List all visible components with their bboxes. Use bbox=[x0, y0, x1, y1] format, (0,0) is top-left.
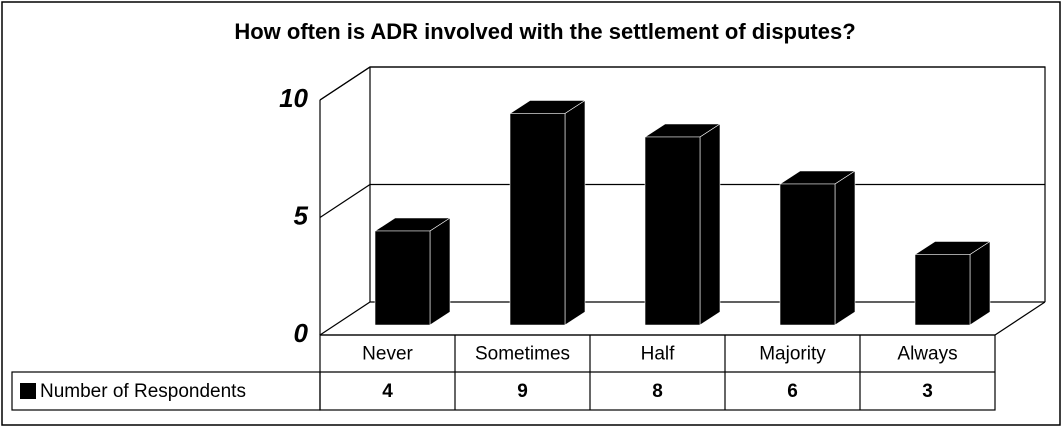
bar-side bbox=[834, 170, 856, 326]
bar-front bbox=[644, 136, 701, 326]
legend-swatch bbox=[20, 383, 36, 399]
table-value: 3 bbox=[922, 381, 933, 402]
table-value: 9 bbox=[517, 381, 528, 402]
bar-side bbox=[429, 217, 451, 326]
bar bbox=[643, 123, 722, 326]
bar-front bbox=[374, 230, 431, 326]
x-tick-label: Always bbox=[897, 344, 957, 365]
y-tick-label: 0 bbox=[294, 318, 309, 348]
bar bbox=[913, 240, 992, 326]
chart-title: How often is ADR involved with the settl… bbox=[234, 19, 855, 44]
table-legend-cell bbox=[11, 371, 321, 411]
x-tick-label: Half bbox=[641, 344, 676, 365]
bar-side bbox=[564, 99, 586, 326]
legend-label: Number of Respondents bbox=[40, 381, 246, 402]
bar bbox=[373, 217, 452, 326]
y-tick-label: 10 bbox=[279, 83, 308, 113]
table-value: 4 bbox=[382, 381, 393, 402]
bar-front bbox=[779, 183, 836, 326]
bar bbox=[778, 170, 857, 326]
grid-line bbox=[319, 66, 1045, 101]
table-value: 6 bbox=[787, 381, 798, 402]
bar-front bbox=[914, 254, 971, 326]
bar-front bbox=[509, 113, 566, 326]
x-tick-label: Sometimes bbox=[475, 344, 570, 365]
x-tick-label: Majority bbox=[759, 344, 826, 365]
table-value: 8 bbox=[652, 381, 663, 402]
bar-side bbox=[969, 240, 991, 326]
x-tick-label: Never bbox=[362, 344, 413, 365]
bar-side bbox=[699, 123, 721, 326]
bar bbox=[508, 99, 587, 326]
y-tick-label: 5 bbox=[294, 200, 309, 230]
